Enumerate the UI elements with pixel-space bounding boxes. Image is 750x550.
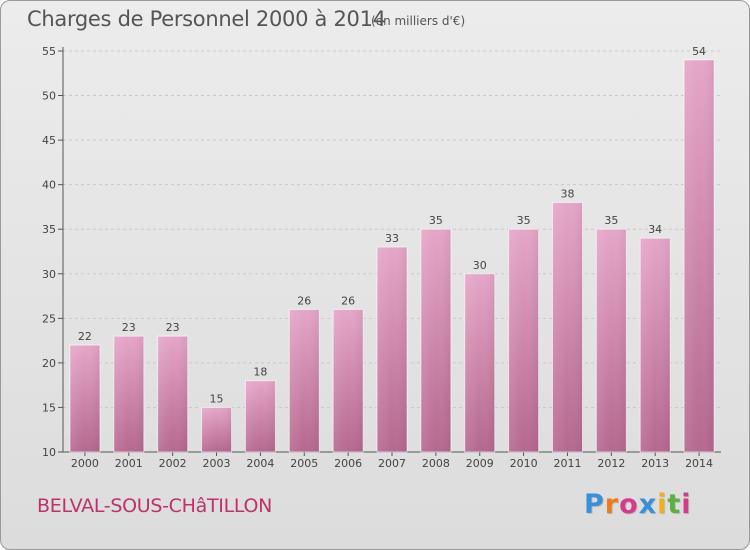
value-label: 26	[341, 294, 355, 307]
x-tick-label: 2000	[71, 457, 99, 470]
value-label: 35	[604, 214, 618, 227]
value-label: 34	[648, 223, 662, 236]
bar-shade	[508, 229, 539, 452]
proxiti-logo[interactable]: Proxiti	[584, 489, 692, 520]
logo-letter: P	[584, 489, 605, 520]
x-tick-label: 2003	[203, 457, 231, 470]
x-tick-label: 2008	[422, 457, 450, 470]
value-label: 26	[297, 294, 311, 307]
value-label: 35	[517, 214, 531, 227]
x-tick-label: 2005	[290, 457, 318, 470]
bar-shade	[333, 309, 364, 452]
y-tick-label: 15	[42, 401, 56, 414]
bar-shade	[640, 238, 671, 452]
value-label: 23	[166, 321, 180, 334]
y-tick-label: 40	[42, 179, 56, 192]
bar-shade	[113, 336, 144, 452]
logo-letter: i	[657, 489, 668, 520]
bar-shade	[552, 202, 583, 452]
bar-shade	[289, 309, 320, 452]
place-name: BELVAL-SOUS-CHâTILLON	[37, 495, 273, 517]
bar-shade	[377, 247, 407, 452]
x-tick-label: 2006	[334, 457, 362, 470]
logo-letter: t	[667, 489, 682, 520]
bar-shade	[201, 407, 232, 452]
x-tick-label: 2002	[159, 457, 187, 470]
logo-letter: r	[604, 489, 620, 520]
value-label: 33	[385, 232, 399, 245]
value-label: 38	[560, 187, 574, 200]
x-tick-label: 2007	[378, 457, 406, 470]
x-tick-label: 2012	[597, 457, 625, 470]
chart-subtitle: (en milliers d'€)	[371, 14, 466, 28]
x-tick-label: 2013	[641, 457, 669, 470]
x-tick-label: 2001	[115, 457, 143, 470]
y-tick-label: 30	[42, 268, 56, 281]
logo-letter: x	[638, 489, 658, 520]
bar-shade	[596, 229, 627, 452]
y-tick-label: 20	[42, 357, 56, 370]
y-tick-label: 35	[42, 223, 56, 236]
value-label: 15	[210, 392, 224, 405]
bar-shade	[69, 345, 100, 452]
y-tick-label: 50	[42, 90, 56, 103]
logo-letter: o	[619, 489, 639, 520]
chart-title: Charges de Personnel 2000 à 2014	[27, 7, 386, 31]
bar-shade	[420, 229, 451, 452]
bar-shade	[245, 380, 276, 452]
x-tick-label: 2010	[510, 457, 538, 470]
bar-shade	[464, 273, 495, 452]
value-label: 54	[692, 45, 706, 58]
value-label: 22	[78, 330, 92, 343]
x-tick-label: 2009	[466, 457, 494, 470]
x-tick-label: 2004	[246, 457, 274, 470]
value-label: 30	[473, 259, 487, 272]
y-tick-label: 55	[42, 45, 56, 58]
value-label: 35	[429, 214, 443, 227]
value-label: 23	[122, 321, 136, 334]
bar-shade	[157, 336, 188, 452]
x-tick-label: 2014	[685, 457, 713, 470]
x-tick-label: 2011	[553, 457, 581, 470]
value-label: 18	[253, 366, 267, 379]
bar-shade	[684, 59, 715, 453]
y-tick-label: 45	[42, 134, 56, 147]
logo-letter: i	[681, 489, 692, 520]
y-tick-label: 25	[42, 312, 56, 325]
y-tick-label: 10	[42, 446, 56, 459]
